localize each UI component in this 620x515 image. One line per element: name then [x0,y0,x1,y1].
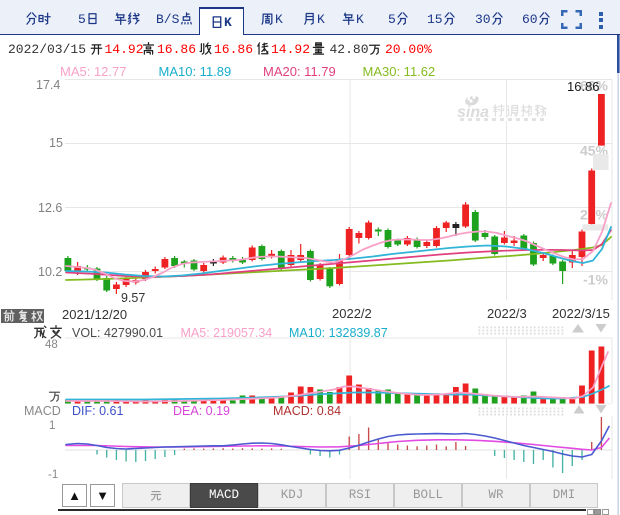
svg-text:68%: 68% [580,78,609,94]
svg-text:sina: sina [457,104,489,121]
svg-text:-1%: -1% [583,272,608,288]
